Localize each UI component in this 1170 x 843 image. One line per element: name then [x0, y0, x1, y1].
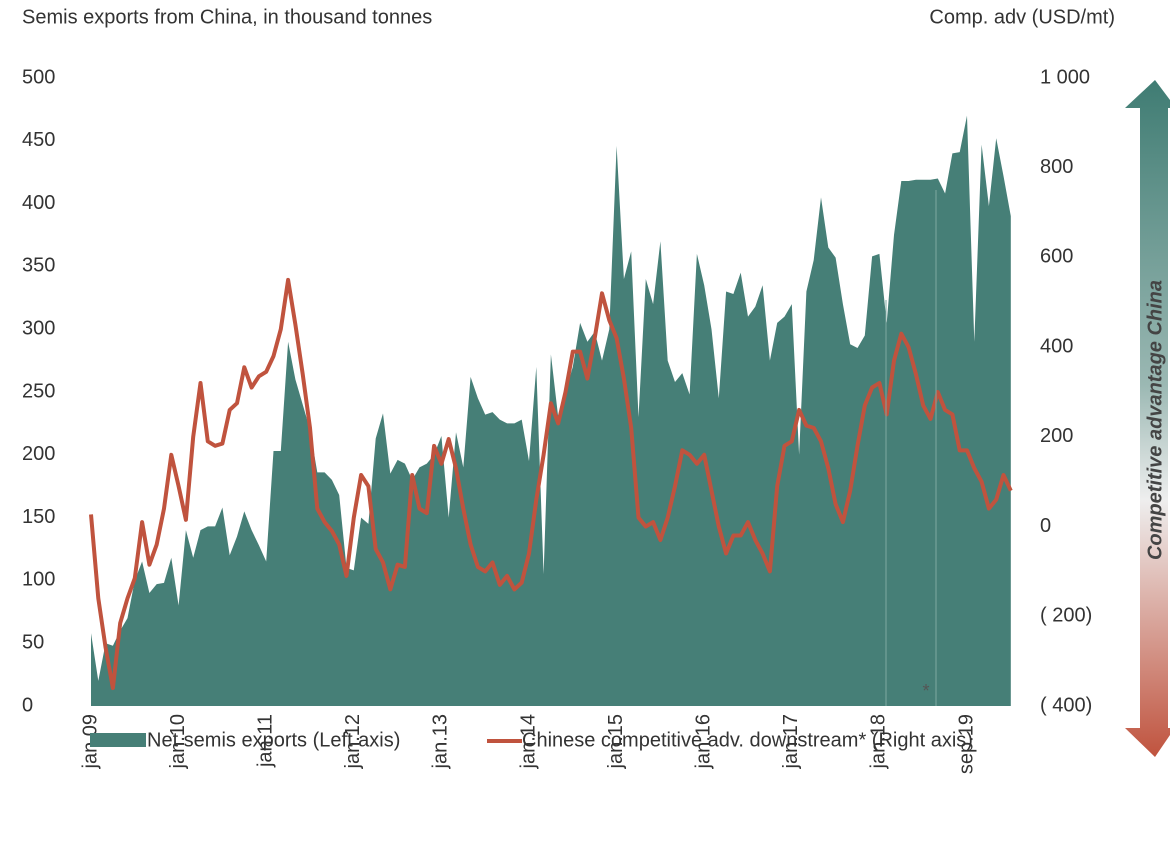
y2-tick-label: 800	[1040, 156, 1073, 178]
x-tick-label: jan.18	[868, 714, 890, 770]
y-tick-label: 300	[22, 317, 55, 339]
y-tick-label: 100	[22, 569, 55, 591]
y2-tick-label: 0	[1040, 515, 1051, 537]
y2-tick-label: 600	[1040, 246, 1073, 268]
legend-swatch	[90, 733, 146, 747]
y2-tick-label: 400	[1040, 335, 1073, 357]
y-tick-label: 450	[22, 129, 55, 151]
y2-tick-label: ( 200)	[1040, 605, 1092, 627]
advantage-arrow	[1125, 80, 1170, 757]
x-tick-label: jan.12	[342, 714, 364, 770]
x-tick-label: jan.10	[167, 714, 189, 770]
y-tick-label: 400	[22, 192, 55, 214]
y-tick-label: 350	[22, 255, 55, 277]
x-tick-label: jan.11	[254, 714, 276, 768]
x-tick-label: sep.19	[955, 714, 977, 774]
legend-label: Chinese competitive adv. downstream* (Ri…	[522, 729, 973, 751]
arrow-label: Competitive advantage China	[1144, 280, 1166, 560]
y-tick-label: 150	[22, 506, 55, 528]
x-tick-label: jan.17	[780, 714, 802, 770]
chart-title: Semis exports from China, in thousand to…	[22, 6, 432, 28]
x-tick-label: jan.16	[692, 714, 714, 770]
y-tick-label: 500	[22, 66, 55, 88]
y2-tick-label: 200	[1040, 425, 1073, 447]
line	[89, 277, 1013, 691]
x-tick-label: jan.14	[517, 714, 539, 770]
y-tick-label: 250	[22, 380, 55, 402]
legend-label: Net semis exports (Left axis)	[147, 729, 400, 751]
y-tick-label: 200	[22, 443, 55, 465]
y-tick-label: 0	[22, 694, 33, 716]
y-tick-label: 50	[22, 631, 44, 653]
x-tick-label: jan.13	[430, 714, 452, 770]
y2-tick-label: ( 400)	[1040, 694, 1092, 716]
footnote-mark: *	[922, 681, 929, 701]
x-tick-label: jan.15	[605, 714, 627, 770]
y2-tick-label: 1 000	[1040, 66, 1090, 88]
y2-title: Comp. adv (USD/mt)	[929, 6, 1115, 28]
